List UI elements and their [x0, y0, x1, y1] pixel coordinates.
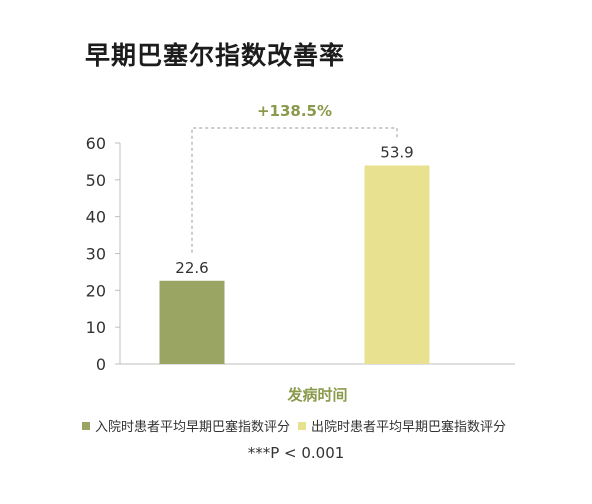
legend-swatch-admission	[82, 421, 90, 430]
legend: 入院时患者平均早期巴塞指数评分 出院时患者平均早期巴塞指数评分	[82, 416, 542, 435]
value-label-admission: 22.6	[175, 259, 208, 277]
bar-discharge	[364, 165, 430, 364]
legend-swatch-discharge	[298, 421, 307, 430]
x-axis-label: 发病时间	[286, 386, 347, 404]
legend-item-admission: 入院时患者平均早期巴塞指数评分	[82, 416, 290, 435]
y-tick-label: 30	[86, 245, 106, 264]
value-labels: 22.6 53.9	[175, 143, 413, 276]
y-tick-label: 60	[86, 134, 106, 153]
value-label-discharge: 53.9	[380, 143, 413, 161]
legend-item-discharge: 出院时患者平均早期巴塞指数评分	[298, 416, 506, 435]
legend-label-admission: 入院时患者平均早期巴塞指数评分	[95, 420, 291, 435]
significance-note: ***P < 0.001	[247, 444, 345, 462]
legend-label-discharge: 出院时患者平均早期巴塞指数评分	[311, 420, 507, 435]
bar-admission	[159, 280, 225, 364]
y-tick-label: 20	[86, 281, 106, 300]
change-bracket	[191, 127, 398, 253]
y-tick-label: 0	[96, 355, 106, 374]
chart-title: 早期巴塞尔指数改善率	[85, 41, 346, 70]
y-tick-label: 50	[86, 171, 106, 190]
change-annotation: +138.5%	[257, 102, 332, 120]
y-tick-label: 10	[86, 318, 106, 337]
bars	[159, 165, 430, 364]
y-tick-label: 40	[86, 208, 106, 227]
y-axis: 0 10 20 30 40 50 60	[86, 134, 515, 374]
